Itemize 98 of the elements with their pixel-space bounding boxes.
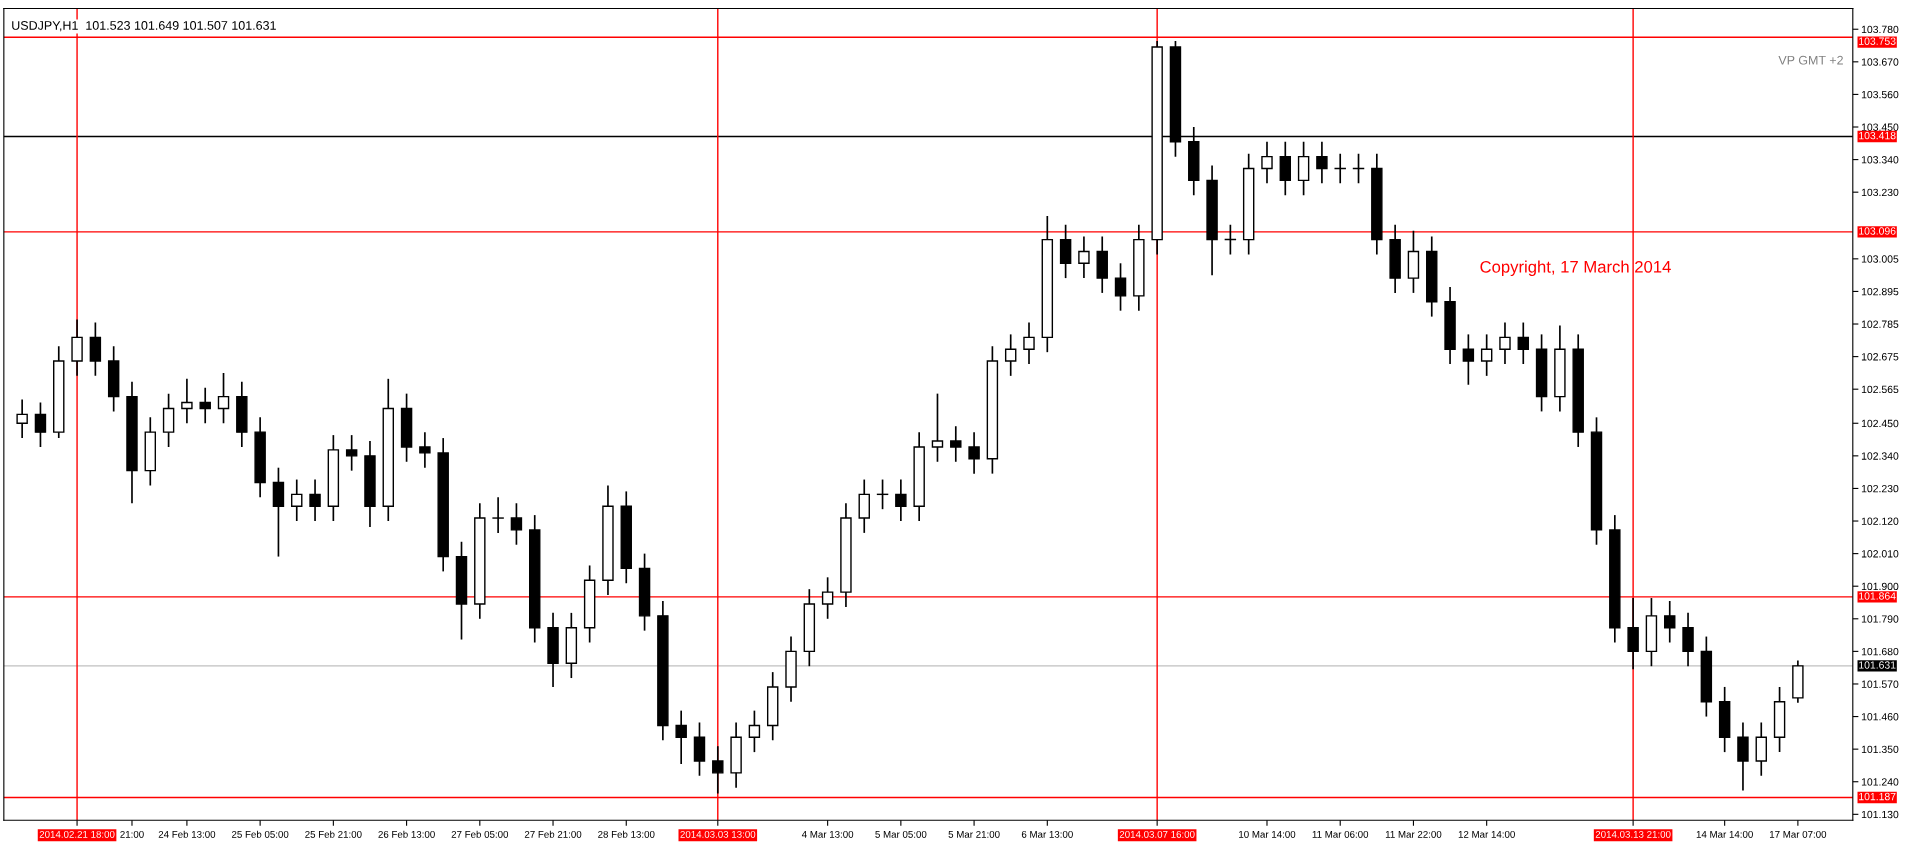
- candlestick: [895, 478, 907, 522]
- candlestick: [968, 431, 980, 475]
- x-tick-label: 6 Mar 13:00: [1021, 830, 1073, 838]
- y-tick-label: 103.560: [1861, 90, 1899, 99]
- y-tick-label: 102.230: [1861, 484, 1899, 493]
- candlestick: [217, 372, 230, 425]
- y-tick-label: 103.005: [1861, 255, 1899, 263]
- candlestick: [419, 431, 431, 469]
- x-tick-label: 25 Feb 21:00: [305, 830, 362, 838]
- candlestick: [1627, 597, 1639, 670]
- x-tick-label: 11 Mar 06:00: [1312, 830, 1369, 838]
- y-tick-label: 103.780: [1861, 25, 1899, 34]
- y-tick-label: 102.895: [1861, 287, 1899, 296]
- x-tick-label: 5 Mar 05:00: [875, 830, 927, 838]
- candlestick: [1480, 333, 1493, 377]
- candlestick: [1755, 721, 1767, 777]
- candlestick: [1462, 333, 1475, 386]
- x-tick-label: 17 Mar 07:00: [1769, 830, 1827, 838]
- x-tick-label: 24 Feb 13:00: [158, 830, 216, 838]
- y-tick-label: 101.570: [1861, 680, 1899, 688]
- candlestick: [1737, 721, 1749, 792]
- candlestick: [162, 392, 175, 448]
- x-tick-label: 2014.03.07 16:00: [1119, 830, 1195, 838]
- candlestick: [89, 321, 102, 377]
- x-tick-label: 27 Feb 05:00: [451, 830, 509, 838]
- x-tick-label: 10 Mar 14:00: [1239, 830, 1296, 838]
- y-tick-label: 102.450: [1861, 419, 1899, 428]
- ref-line-label: 103.753: [1859, 37, 1896, 45]
- candlestick: [1316, 140, 1328, 185]
- candlestick: [71, 318, 83, 377]
- ref-line-label: 103.418: [1859, 131, 1896, 140]
- candlestick: [675, 709, 687, 765]
- candlestick: [748, 709, 761, 753]
- candlestick: [1004, 333, 1017, 377]
- candlestick: [821, 576, 834, 620]
- candlestick: [931, 392, 944, 463]
- candlestick: [693, 721, 706, 777]
- candlestick: [272, 466, 285, 558]
- y-tick-label: 102.785: [1861, 320, 1899, 328]
- candlestick: [1279, 140, 1292, 196]
- candlestick: [492, 496, 504, 534]
- x-tick-label: 2014.03.03 13:00: [680, 830, 756, 838]
- y-tick-label: 102.010: [1861, 550, 1899, 558]
- candlestick: [510, 502, 523, 546]
- candlestick: [345, 434, 358, 472]
- x-tick-label: 2014.03.13 21:00: [1595, 830, 1671, 838]
- x-tick-label: 14 Mar 14:00: [1696, 830, 1753, 838]
- y-tick-label: 103.340: [1861, 156, 1899, 164]
- x-tick-label: 21:00: [120, 830, 144, 838]
- annotation: VP GMT +2: [1778, 55, 1843, 65]
- x-tick-label: 2014.02.21 18:00: [39, 830, 115, 838]
- candlestick: [712, 745, 724, 795]
- y-tick-label: 102.565: [1861, 385, 1899, 394]
- y-tick-label: 102.120: [1861, 517, 1899, 525]
- x-tick-label: 25 Feb 05:00: [231, 830, 289, 838]
- y-tick-label: 103.450: [1861, 123, 1899, 131]
- candlestick: [1261, 140, 1273, 185]
- x-tick-label: 12 Mar 14:00: [1458, 830, 1515, 838]
- ref-line-label: 101.631: [1859, 661, 1896, 669]
- x-tick-label: 28 Feb 13:00: [598, 830, 655, 838]
- y-tick-label: 101.240: [1861, 778, 1899, 786]
- text: USDJPY,H1 101.523 101.649 101.507 101.631: [12, 21, 276, 32]
- candlestick: [1297, 140, 1310, 196]
- x-tick-label: 26 Feb 13:00: [378, 830, 435, 838]
- y-tick-label: 101.680: [1861, 647, 1899, 656]
- candlestick: [1499, 321, 1511, 365]
- candlestick: [950, 425, 962, 463]
- ref-line-label: 101.187: [1859, 792, 1896, 801]
- ref-line-label: 101.864: [1859, 592, 1896, 600]
- candlestick: [1517, 321, 1530, 365]
- candlestick: [199, 386, 211, 425]
- candlestick: [1114, 262, 1127, 312]
- candlestick: [1682, 612, 1694, 668]
- candlestick: [181, 377, 193, 425]
- y-tick-label: 102.675: [1861, 353, 1899, 361]
- candlestick: [1078, 235, 1090, 279]
- annotation: Copyright, 17 March 2014: [1480, 260, 1671, 277]
- x-tick-label: 27 Feb 21:00: [524, 830, 582, 838]
- candlestick: [291, 478, 303, 522]
- candlestick: [858, 478, 870, 534]
- y-tick-label: 101.790: [1861, 615, 1899, 623]
- y-tick-label: 101.460: [1861, 713, 1899, 721]
- y-tick-label: 101.350: [1861, 745, 1899, 754]
- y-tick-label: 101.130: [1861, 810, 1899, 819]
- candlestick: [34, 401, 47, 448]
- y-tick-label: 103.670: [1861, 58, 1899, 66]
- candlestick: [16, 398, 28, 439]
- x-tick-label: 4 Mar 13:00: [801, 830, 854, 838]
- y-tick-label: 103.230: [1861, 188, 1899, 197]
- y-tick-label: 102.340: [1861, 452, 1899, 460]
- candlestick: [1059, 223, 1072, 279]
- ref-line-label: 103.096: [1859, 227, 1896, 235]
- candlestick: [309, 478, 321, 522]
- y-tick-label: 101.900: [1861, 582, 1899, 591]
- candlestick: [1664, 600, 1676, 644]
- x-tick-label: 11 Mar 22:00: [1385, 830, 1442, 838]
- x-tick-label: 5 Mar 21:00: [948, 830, 1000, 838]
- candlestick: [1023, 321, 1035, 365]
